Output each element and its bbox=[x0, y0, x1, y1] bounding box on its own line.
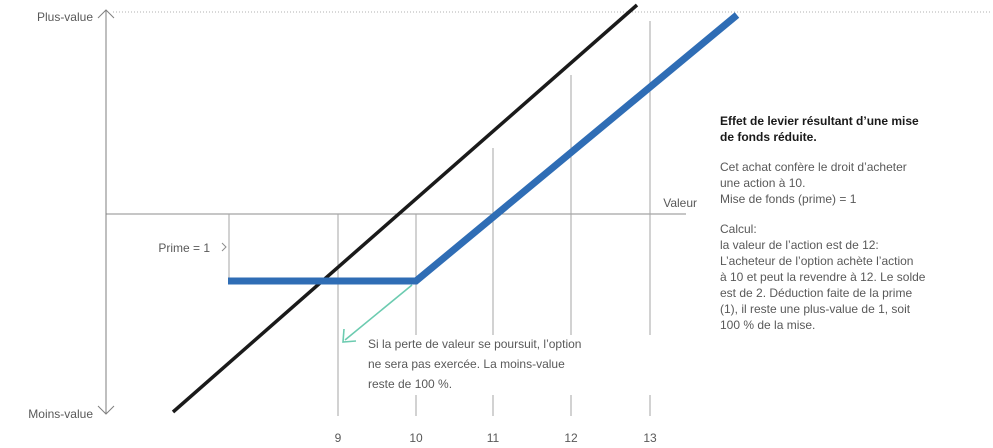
note-background bbox=[363, 335, 653, 395]
x-tick-label: 13 bbox=[643, 431, 657, 445]
continuation-arrow-shaft bbox=[344, 284, 413, 341]
y-axis bbox=[97, 9, 115, 415]
y-axis-bottom-arrowhead bbox=[97, 405, 115, 415]
explanation-line: à 10 et peut la revendre à 12. Le solde bbox=[720, 270, 926, 284]
note-line: reste de 100 %. bbox=[368, 377, 452, 391]
explanation-line: Mise de fonds (prime) = 1 bbox=[720, 192, 857, 206]
y-axis-bottom-label: Moins-value bbox=[28, 407, 93, 421]
explanation-line: (1), il reste une plus-value de 1, soit bbox=[720, 302, 911, 316]
explanation-line: est de 2. Déduction faite de la prime bbox=[720, 286, 913, 300]
stock-payoff-line bbox=[171, 3, 639, 414]
y-axis-top-arrowhead bbox=[97, 9, 115, 19]
continuation-arrow bbox=[342, 284, 413, 343]
premium-label: Prime = 1 bbox=[158, 241, 210, 255]
note-line: Si la perte de valeur se poursuit, l’opt… bbox=[368, 337, 581, 351]
explanation-line: L’acheteur de l’option achète l’action bbox=[720, 254, 914, 268]
explanation-line: la valeur de l’action est de 12: bbox=[720, 238, 879, 252]
explanation-title-line: de fonds réduite. bbox=[720, 130, 817, 144]
explanation-line: 100 % de la mise. bbox=[720, 318, 816, 332]
explanation-line: Calcul: bbox=[720, 222, 757, 236]
explanation-paragraph-calculation: Calcul: la valeur de l’action est de 12:… bbox=[720, 221, 988, 333]
explanation-panel: Effet de levier résultant d’une mise de … bbox=[720, 113, 988, 347]
explanation-paragraph-right: Cet achat confère le droit d’acheter une… bbox=[720, 159, 988, 207]
x-tick-label: 11 bbox=[487, 431, 500, 445]
explanation-title-line: Effet de levier résultant d’une mise bbox=[720, 114, 919, 128]
note-line: ne sera pas exercée. La moins-value bbox=[368, 357, 565, 371]
option-payoff-line bbox=[228, 12, 740, 285]
premium-bracket bbox=[221, 242, 227, 252]
continuation-note: Si la perte de valeur se poursuit, l’opt… bbox=[368, 337, 581, 391]
x-tick-label: 12 bbox=[564, 431, 578, 445]
x-tick-label: 9 bbox=[335, 431, 342, 445]
explanation-title: Effet de levier résultant d’une mise de … bbox=[720, 113, 988, 145]
continuation-arrow-head bbox=[342, 328, 357, 343]
y-axis-top-label: Plus-value bbox=[37, 10, 93, 24]
x-tick-labels: 9 10 11 12 13 bbox=[335, 431, 657, 445]
x-tick-label: 10 bbox=[409, 431, 423, 445]
value-axis-label: Valeur bbox=[663, 196, 697, 210]
explanation-line: Cet achat confère le droit d’acheter bbox=[720, 160, 907, 174]
explanation-line: une action à 10. bbox=[720, 176, 806, 190]
